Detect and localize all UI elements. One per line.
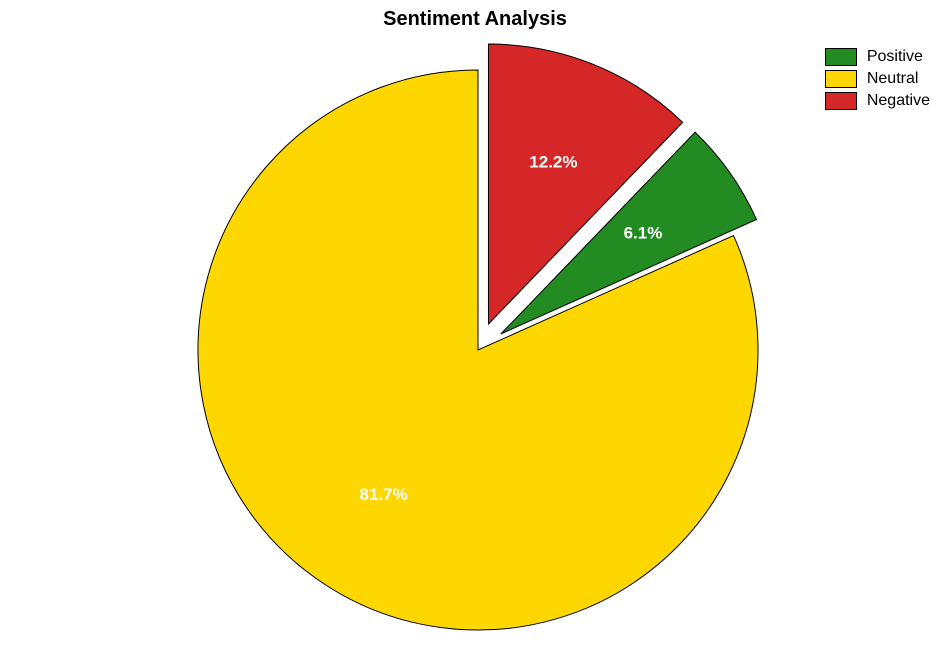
legend: Positive Neutral Negative — [825, 48, 930, 114]
legend-item-positive: Positive — [825, 48, 930, 66]
slice-label-positive: 6.1% — [624, 224, 663, 243]
legend-label: Positive — [867, 48, 923, 66]
legend-label: Neutral — [867, 70, 919, 88]
legend-swatch — [825, 48, 857, 66]
legend-label: Negative — [867, 92, 930, 110]
pie-canvas: 81.7% 6.1% 12.2% — [0, 0, 950, 662]
legend-item-negative: Negative — [825, 92, 930, 110]
slice-label-neutral: 81.7% — [360, 485, 408, 504]
legend-swatch — [825, 70, 857, 88]
slice-label-negative: 12.2% — [529, 153, 577, 172]
legend-swatch — [825, 92, 857, 110]
sentiment-pie-chart: Sentiment Analysis 81.7%6.1%12.2% Positi… — [0, 0, 950, 662]
legend-item-neutral: Neutral — [825, 70, 930, 88]
